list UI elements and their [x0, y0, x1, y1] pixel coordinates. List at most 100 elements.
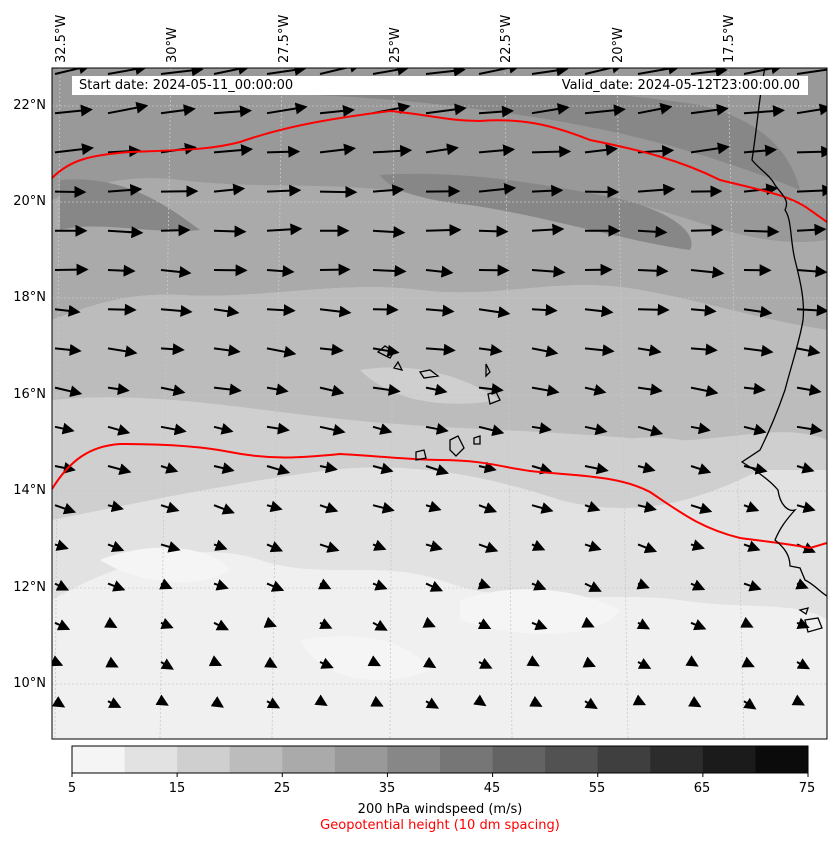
wind-arrow [478, 383, 504, 396]
wind-arrow [531, 345, 559, 358]
wind-arrow [477, 578, 491, 590]
wind-arrow [478, 502, 498, 514]
wind-arrow [107, 383, 130, 395]
colorbar-label: 200 hPa windspeed (m/s) [357, 802, 523, 817]
wind-arrow [690, 224, 724, 237]
wind-arrow [690, 422, 711, 435]
wind-arrow [531, 265, 566, 278]
wind-arrow [531, 618, 548, 631]
wind-arrow [531, 304, 558, 316]
wind-arrow [584, 68, 624, 75]
wind-arrow [425, 143, 459, 156]
wind-arrow [319, 384, 345, 397]
wind-arrow [637, 658, 652, 669]
wind-arrow [370, 695, 384, 707]
lon-label-27.5w: 27.5°W [277, 14, 292, 63]
wind-arrow [107, 424, 131, 436]
coastline [376, 68, 827, 633]
wind-arrow [584, 462, 609, 475]
wind-arrow [584, 143, 618, 156]
wind-arrow [478, 68, 522, 75]
colorbar-tick: 15 [168, 781, 186, 796]
wind-arrow [107, 303, 137, 316]
colorbar-sublabel: Geopotential height (10 dm spacing) [320, 818, 560, 833]
valid-date-label: Valid_date: 2024-05-12T23:00:00.00 [561, 78, 800, 93]
wind-arrow [795, 578, 809, 590]
wind-arrow [478, 144, 516, 157]
wind-arrow [266, 383, 289, 396]
wind-arrow [743, 305, 773, 318]
wind-arrow [208, 655, 223, 667]
wind-arrow [743, 462, 768, 475]
wind-arrow [213, 579, 229, 591]
wind-arrow [637, 183, 676, 196]
wind-arrow [107, 226, 144, 239]
wind-arrow [637, 501, 657, 513]
wind-arrow [478, 657, 493, 669]
colorbar-segment [440, 746, 494, 773]
colorbar-segment [387, 746, 441, 773]
wind-arrow [107, 540, 125, 552]
wind-arrow [54, 539, 69, 551]
wind-arrow [319, 186, 358, 199]
wind-arrow [425, 304, 455, 317]
wind-arrow [266, 68, 307, 76]
wind-arrow [107, 580, 126, 592]
wind-arrow [796, 383, 822, 396]
wind-arrow [266, 145, 301, 158]
wind-arrow [478, 541, 499, 553]
wind-arrow [529, 695, 543, 707]
wind-arrow [637, 303, 670, 316]
windspeed-field [52, 68, 827, 739]
wind-vectors [52, 68, 827, 710]
wind-arrow [266, 500, 283, 513]
wind-arrow [796, 223, 827, 236]
wind-arrow [636, 578, 650, 590]
lon-label-20w: 20°W [611, 27, 626, 63]
wind-arrow [107, 183, 143, 196]
wind-arrow [54, 343, 82, 356]
wind-arrow [213, 619, 229, 631]
wind-arrow [372, 619, 388, 631]
wind-arrow [160, 462, 179, 474]
wind-arrow [264, 656, 278, 668]
wind-arrow [743, 501, 760, 513]
wind-arrow [266, 304, 296, 317]
wind-arrow [425, 383, 448, 396]
wind-arrow [319, 68, 362, 75]
wind-arrow [796, 103, 827, 116]
wind-arrow [266, 184, 302, 197]
wind-arrow [791, 694, 805, 706]
wind-arrow [266, 102, 308, 115]
wind-arrow [743, 68, 784, 75]
wind-arrow [584, 104, 626, 117]
wind-arrow [263, 616, 277, 628]
wind-arrow [54, 68, 91, 75]
wind-arrow [478, 424, 505, 437]
wind-arrow [422, 616, 436, 628]
wind-arrow [266, 541, 284, 553]
wind-arrow [531, 422, 552, 435]
lat-label-14n: 14°N [13, 483, 46, 498]
wind-arrow [531, 462, 553, 475]
wind-arrow [796, 304, 827, 317]
wind-arrow [584, 500, 601, 513]
wind-arrow [688, 696, 702, 708]
wind-arrow [107, 463, 132, 475]
wind-arrow [531, 223, 565, 236]
wind-arrow [155, 694, 169, 706]
wind-arrow [637, 461, 656, 474]
wind-arrow [690, 619, 707, 631]
wind-arrow [796, 265, 827, 278]
wind-arrow [636, 618, 651, 630]
wind-arrow [213, 305, 240, 318]
wind-arrow [796, 344, 821, 357]
wind-arrow [584, 697, 598, 710]
wind-arrow [319, 343, 344, 356]
wind-arrow [743, 225, 780, 238]
wind-arrow [317, 578, 332, 590]
wind-arrow [213, 344, 241, 357]
wind-arrow [584, 540, 602, 552]
african-coastline [740, 68, 827, 597]
